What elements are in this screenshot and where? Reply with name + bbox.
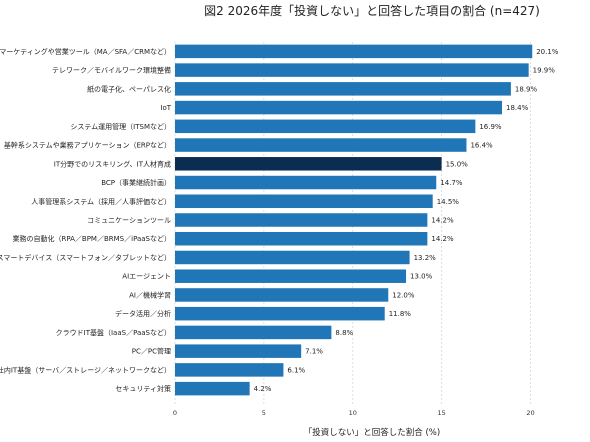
category-label: IoT	[160, 104, 171, 112]
bar	[175, 269, 407, 283]
data-label: 18.4%	[506, 104, 529, 112]
data-label: 7.1%	[305, 348, 323, 356]
category-label: スマートデバイス（スマートフォン／タブレットなど）	[0, 253, 171, 262]
bar	[175, 63, 529, 77]
bar	[175, 44, 533, 59]
category-label: クラウドIT基盤（IaaS／PaaSなど）	[56, 328, 171, 337]
data-label: 14.2%	[431, 235, 454, 243]
bars	[175, 44, 533, 396]
bar	[175, 250, 410, 265]
bar	[175, 306, 385, 321]
x-tick-label: 20	[526, 409, 534, 417]
bar	[175, 100, 503, 115]
data-label: 19.9%	[533, 67, 556, 75]
category-label: AIエージェント	[122, 273, 171, 281]
category-label: 業務の自動化（RPA／BPM／BRMS／iPaaSなど）	[12, 234, 171, 243]
data-label: 12.0%	[392, 291, 415, 299]
data-label: 15.0%	[446, 160, 469, 168]
bar	[175, 157, 442, 171]
bar	[175, 213, 428, 227]
data-label: 14.2%	[431, 217, 454, 225]
x-tick-label: 10	[349, 409, 357, 417]
data-label: 20.1%	[536, 48, 559, 56]
category-label: マーケティングや営業ツール（MA／SFA／CRMなど）	[0, 47, 171, 56]
data-label: 18.9%	[515, 85, 538, 93]
category-label: コミュニケーションツール	[87, 217, 171, 225]
category-label: データ活用／分析	[115, 309, 171, 318]
data-label: 6.1%	[287, 366, 305, 374]
x-tick-label: 0	[173, 409, 177, 417]
x-tick-label: 15	[437, 409, 445, 417]
bar	[175, 119, 476, 134]
data-labels: 20.1% 19.9% 18.9% 18.4% 16.9% 16.4% 15.0% 14.7%…	[254, 48, 559, 393]
category-label: 社内IT基盤（サーバ／ストレージ／ネットワークなど）	[0, 365, 171, 374]
category-label: システム運用管理（ITSMなど）	[70, 122, 171, 131]
bar	[175, 325, 332, 340]
data-label: 11.8%	[389, 310, 412, 318]
data-label: 14.7%	[440, 179, 463, 187]
category-label: IT分野でのリスキリング、IT人材育成	[54, 159, 171, 168]
bar	[175, 194, 433, 209]
category-label: BCP（事業継続計画）	[101, 178, 171, 187]
category-label: 人事管理系システム（採用／人事評価など）	[31, 197, 171, 206]
data-label: 16.4%	[470, 142, 493, 150]
data-label: 16.9%	[479, 123, 502, 131]
data-label: 13.0%	[410, 273, 433, 281]
x-axis-ticks: 0 5 10 15 20	[173, 409, 535, 417]
category-label: テレワーク／モバイルワーク環境整備	[52, 66, 171, 75]
data-label: 13.2%	[414, 254, 437, 262]
bar	[175, 381, 250, 396]
bar	[175, 175, 437, 190]
category-labels: マーケティングや営業ツール（MA／SFA／CRMなど） テレワーク／モバイルワーク…	[0, 47, 172, 393]
data-label: 4.2%	[254, 385, 272, 393]
bar	[175, 363, 284, 377]
category-label: PC／PC管理	[132, 347, 171, 356]
chart-title: 図2 2026年度「投資しない」と回答した項目の割合 (n=427)	[204, 3, 540, 18]
x-axis-title: 「投資しない」と回答した割合 (%)	[304, 427, 440, 438]
bar	[175, 138, 467, 152]
x-tick-label: 5	[262, 409, 266, 417]
bar	[175, 82, 511, 96]
category-label: AI／機械学習	[129, 290, 171, 299]
category-label: 基幹系システムや業務アプリケーション（ERPなど）	[4, 141, 171, 150]
bar	[175, 288, 389, 302]
bar	[175, 344, 302, 358]
category-label: 紙の電子化、ペーパレス化	[87, 84, 171, 93]
category-label: セキュリティ対策	[115, 384, 171, 393]
data-label: 8.8%	[335, 329, 353, 337]
bar	[175, 231, 428, 246]
data-label: 14.5%	[437, 198, 460, 206]
